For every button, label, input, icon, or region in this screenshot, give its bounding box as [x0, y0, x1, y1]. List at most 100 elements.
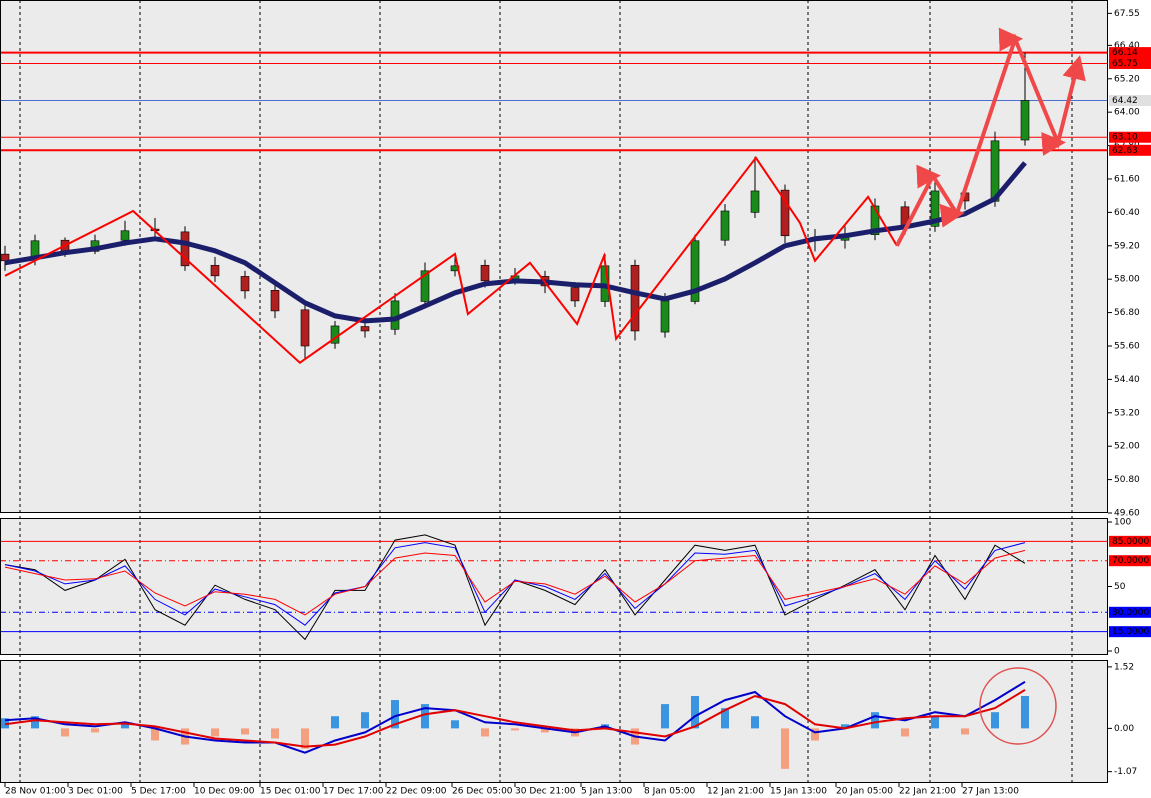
macd-line	[4, 680, 1026, 754]
macd-line	[4, 689, 1026, 748]
level-label-box	[1109, 94, 1151, 106]
level-label-box	[1109, 57, 1151, 69]
x-tick-label: 8 Jan 05:00	[644, 787, 696, 797]
separators	[19, 0, 1073, 783]
x-tick-label: 5 Dec 17:00	[131, 787, 186, 797]
level-label: 63.10	[1112, 133, 1138, 143]
histogram-bar	[810, 728, 819, 741]
histogram-bar	[690, 696, 699, 729]
y-tick-label: 59.20	[1114, 241, 1140, 251]
main-panel	[0, 0, 1108, 513]
x-tick-label: 22 Jan 21:00	[899, 787, 956, 797]
y-tick-label: 55.60	[1114, 341, 1140, 351]
macd-panel	[0, 660, 1108, 783]
level-label: 64.42	[1112, 96, 1138, 106]
candle-body	[720, 210, 730, 241]
histogram-bar	[301, 728, 310, 749]
x-tick-label: 27 Jan 13:00	[962, 787, 1019, 797]
histogram-bar	[900, 728, 909, 737]
candle-body	[1020, 100, 1030, 141]
y-tick-label: 54.40	[1114, 375, 1140, 385]
histogram-bar	[361, 712, 370, 729]
x-tick-label: 22 Dec 09:00	[386, 787, 447, 797]
histogram-bar	[121, 724, 130, 729]
oscillator-line	[4, 549, 1026, 616]
candle-body	[660, 300, 670, 333]
histogram-bar	[481, 728, 490, 737]
level-label-box	[1109, 535, 1151, 547]
level-label: 65.75	[1112, 59, 1138, 69]
y-tick-label: 65.20	[1114, 74, 1140, 84]
candle-body	[210, 264, 220, 277]
x-tick-label: 10 Dec 09:00	[194, 787, 255, 797]
histogram-bar	[391, 700, 400, 729]
level-label-box	[1109, 144, 1151, 156]
histogram-bar	[930, 716, 939, 729]
x-tick-label: 26 Dec 05:00	[452, 787, 513, 797]
oscillator-line	[4, 542, 1026, 626]
y-tick-label: 50.80	[1114, 475, 1140, 485]
histogram-bar	[331, 716, 340, 729]
histogram-bar	[271, 728, 280, 739]
y-tick-label: 66.40	[1114, 41, 1140, 51]
y-tick-label: 1.52	[1114, 662, 1134, 672]
histogram-bar	[960, 728, 969, 735]
histogram-bar	[990, 712, 999, 729]
candle-body	[180, 231, 190, 267]
candle-body	[780, 189, 790, 237]
level-label: 66.14	[1112, 48, 1138, 58]
histogram-bar	[1020, 696, 1029, 729]
candle-body	[870, 205, 880, 235]
histogram-bar	[151, 728, 160, 741]
plot-layer	[0, 27, 1108, 769]
x-tick-label: 15 Dec 01:00	[260, 787, 321, 797]
x-tick-label: 20 Jan 05:00	[836, 787, 893, 797]
y-tick-label: 100	[1114, 517, 1131, 527]
histogram-bar	[720, 708, 729, 729]
candle-body	[420, 270, 430, 302]
y-tick-label: 52.00	[1114, 442, 1140, 452]
zigzag	[4, 156, 898, 364]
y-tick-label: 61.60	[1114, 174, 1140, 184]
candle-body	[750, 190, 760, 213]
histogram-bar	[870, 712, 879, 729]
candle-body	[480, 264, 490, 282]
x-tick-label: 3 Dec 01:00	[68, 787, 123, 797]
histogram-bar	[421, 704, 430, 729]
histogram-bar	[61, 728, 70, 737]
highlight-circle	[979, 667, 1057, 745]
candle-body	[270, 290, 280, 312]
candle-body	[690, 240, 700, 302]
y-tick-label: 0	[1114, 647, 1120, 657]
y-tick-label: 60.40	[1114, 208, 1140, 218]
x-tick-label: 28 Nov 01:00	[5, 787, 66, 797]
y-tick-label: 50	[1114, 582, 1126, 592]
histogram-bar	[780, 728, 789, 769]
level-label: 85.0000	[1112, 537, 1149, 547]
histogram-bar	[451, 720, 460, 729]
level-label-box	[1109, 131, 1151, 143]
x-tick-label: 17 Dec 17:00	[323, 787, 384, 797]
histogram-bar	[241, 728, 250, 735]
level-label: 70.0000	[1112, 556, 1149, 566]
level-label: 15.0000	[1112, 627, 1149, 637]
x-tick-label: 12 Jan 21:00	[707, 787, 764, 797]
level-label: 30.0000	[1112, 608, 1149, 618]
level-label-box	[1109, 47, 1151, 59]
histogram-bar	[541, 728, 549, 733]
histogram-bar	[511, 728, 520, 731]
candle-body	[360, 326, 370, 332]
y-tick-label: 53.20	[1114, 408, 1140, 418]
forecast-arrows	[895, 27, 1086, 247]
candle-body	[630, 264, 640, 332]
y-tick-label: 56.80	[1114, 308, 1140, 318]
histogram-bar	[91, 728, 100, 733]
y-tick-label: -1.07	[1114, 767, 1137, 777]
x-tick-label: 15 Jan 13:00	[770, 787, 827, 797]
y-tick-label: 67.55	[1114, 9, 1140, 19]
candle-body	[240, 276, 250, 292]
x-tick-label: 30 Dec 21:00	[515, 787, 576, 797]
histogram-bar	[750, 716, 759, 729]
histogram-bar	[660, 704, 669, 729]
